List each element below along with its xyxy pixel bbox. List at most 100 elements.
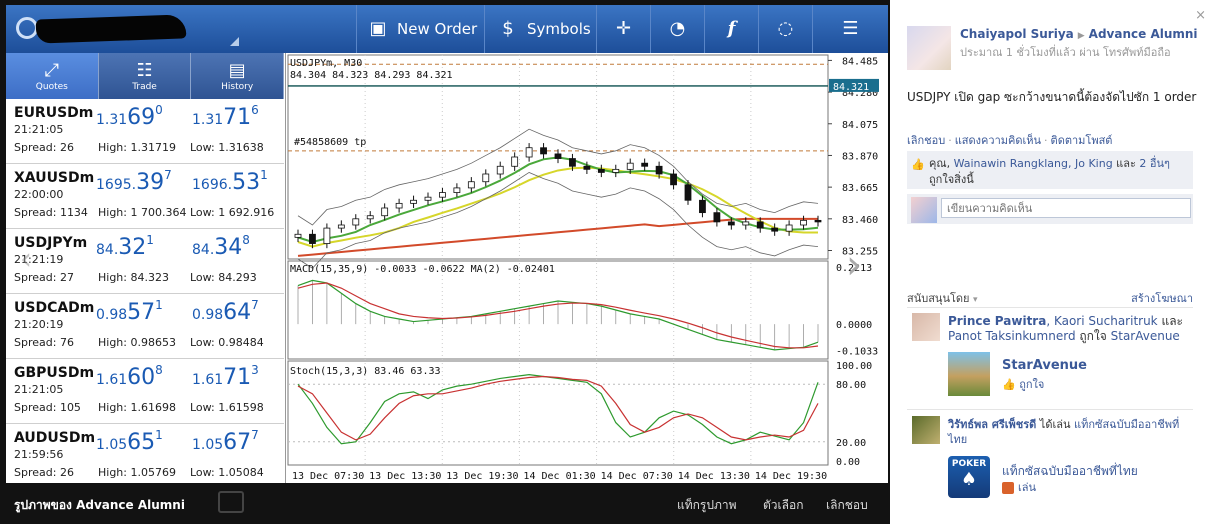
chart-type-button[interactable]: ◔ bbox=[650, 5, 704, 53]
likes-names[interactable]: Wainawin Rangklang, Jo King bbox=[953, 157, 1113, 170]
quote-symbol: EURUSDm bbox=[14, 105, 94, 121]
post-timestamp[interactable]: ประมาณ 1 ชั่วโมงที่แล้ว ผ่าน โทรศัพท์มือ… bbox=[960, 46, 1171, 59]
staravenue-image[interactable] bbox=[948, 352, 990, 396]
ask-pips: 53 bbox=[232, 170, 261, 195]
poster-name-link[interactable]: Chaiyapol Suriya bbox=[960, 27, 1074, 41]
quote-row[interactable]: USDCADm 21:20:19 Spread: 76 0.98571 0.98647 H… bbox=[6, 294, 284, 359]
bid-fraction: 7 bbox=[164, 168, 172, 182]
quote-symbol: USDCADm bbox=[14, 300, 95, 316]
price-tick-label: 83.460 bbox=[842, 215, 878, 226]
poker-app-image[interactable]: POKER ♠ bbox=[948, 456, 990, 498]
tab-history[interactable]: ▤ History bbox=[191, 53, 285, 99]
quote-spread: Spread: 27 bbox=[14, 271, 74, 284]
new-order-button[interactable]: ▣ New Order bbox=[356, 5, 484, 53]
quote-symbol: XAUUSDm bbox=[14, 170, 95, 186]
pie-icon: ◔ bbox=[669, 18, 686, 39]
macd-tick-label: 0.0000 bbox=[836, 320, 872, 331]
staravenue-title[interactable]: StarAvenue bbox=[1002, 358, 1087, 373]
candle-body bbox=[467, 181, 475, 189]
create-ad-link[interactable]: สร้างโฆษณา bbox=[1131, 292, 1193, 305]
photo-viewer: ▣ New Order $ Symbols ✛ ◔ f ◌ ☰ bbox=[6, 5, 888, 513]
sponsor-friend-2[interactable]: , Kaori Sucharitruk bbox=[1046, 314, 1158, 328]
quote-high: High: 1 700.364 bbox=[98, 206, 187, 219]
bid-fraction: 1 bbox=[155, 298, 163, 312]
chevron-down-icon[interactable]: ▾ bbox=[972, 295, 978, 305]
sponsor-friend-3[interactable]: Panot Taksinkumnerd bbox=[948, 329, 1076, 343]
unlike-link[interactable]: เลิกชอบ bbox=[826, 498, 868, 512]
bid-prefix: 1.61 bbox=[96, 372, 128, 388]
crosshair-button[interactable]: ✛ bbox=[596, 5, 650, 53]
activity-app-link[interactable]: แท็กซัสฉบับมืออาชีพที่ไทย bbox=[948, 418, 1180, 446]
quote-time: 21:20:19 bbox=[14, 318, 64, 331]
unlike-button[interactable]: เลิกชอบ bbox=[907, 134, 946, 147]
messages-button[interactable]: ◌ bbox=[758, 5, 812, 53]
price-tick-label: 84.280 bbox=[842, 88, 878, 99]
menu-button[interactable]: ☰ bbox=[812, 5, 888, 53]
quote-ask: 0.98647 bbox=[192, 298, 259, 325]
quote-bid: 1.61608 bbox=[96, 363, 163, 390]
ohlc-label: 84.304 84.323 84.293 84.321 bbox=[290, 70, 453, 81]
function-icon: f bbox=[727, 18, 736, 39]
stoch-tick-label: 80.00 bbox=[836, 380, 866, 391]
quote-spread: Spread: 1134 bbox=[14, 206, 88, 219]
bid-prefix: 1.31 bbox=[96, 112, 128, 128]
quote-row[interactable]: USDJPYm 21:21:19 Spread: 27 84.321 84.348 Hig… bbox=[6, 229, 284, 294]
tag-photo-link[interactable]: แท็กรูปภาพ bbox=[677, 498, 737, 512]
sponsor-page-link[interactable]: StarAvenue bbox=[1110, 329, 1180, 343]
pane-frame bbox=[287, 260, 829, 360]
quote-row[interactable]: EURUSDm 21:21:05 Spread: 26 1.31690 1.31716 H… bbox=[6, 99, 284, 164]
follow-post-button[interactable]: ติดตามโพสต์ bbox=[1050, 134, 1113, 147]
poster-avatar[interactable] bbox=[907, 26, 951, 70]
comment-sidebar: × Chaiyapol Suriya ▶ Advance Alumni ประมาณ… bbox=[890, 0, 1216, 524]
quote-ask: 1.31716 bbox=[192, 103, 259, 130]
ask-pips: 34 bbox=[214, 235, 243, 260]
quote-row[interactable]: AUDUSDm 21:59:56 Spread: 26 1.05651 1.05677 H… bbox=[6, 424, 284, 483]
candle-body bbox=[742, 221, 750, 226]
quote-row[interactable]: GBPUSDm 21:21:05 Spread: 105 1.61608 1.61713… bbox=[6, 359, 284, 424]
sponsor-friend-avatar[interactable] bbox=[912, 313, 940, 341]
stoch-tick-label: 100.00 bbox=[836, 361, 872, 372]
comment-button[interactable]: แสดงความคิดเห็น bbox=[954, 134, 1042, 147]
photo-caption[interactable]: รูปภาพของ Advance Alumni bbox=[14, 498, 185, 512]
candle-body bbox=[597, 168, 605, 173]
poker-play-label: เล่น bbox=[1018, 481, 1037, 494]
staravenue-like-button[interactable]: 👍 ถูกใจ bbox=[1002, 375, 1044, 393]
poker-app-title[interactable]: แท็กซัสฉบับมืออาชีพที่ไทย bbox=[1002, 464, 1138, 478]
ask-pips: 67 bbox=[223, 430, 252, 455]
options-link[interactable]: ตัวเลือก bbox=[763, 498, 804, 512]
account-selector[interactable] bbox=[16, 13, 239, 47]
tab-quotes[interactable]: ⤢ Quotes bbox=[6, 53, 99, 99]
activity-user-link[interactable]: วิรัทธ์พล ศรีเพ็ชรดี bbox=[948, 418, 1037, 431]
target-page-link[interactable]: Advance Alumni bbox=[1088, 27, 1198, 41]
activity-avatar[interactable] bbox=[912, 416, 940, 444]
cards-icon: ♠ bbox=[960, 469, 978, 490]
symbols-button[interactable]: $ Symbols bbox=[484, 5, 596, 53]
indicators-button[interactable]: f bbox=[704, 5, 758, 53]
candle-body bbox=[381, 207, 389, 217]
sponsor-social-text: Prince Pawitra, Kaori Sucharitruk และ Pa… bbox=[948, 314, 1188, 344]
tab-trade[interactable]: ☷ Trade bbox=[98, 53, 192, 99]
current-price-box bbox=[829, 78, 879, 92]
separator-dot: · bbox=[948, 134, 952, 147]
comment-input[interactable] bbox=[941, 198, 1191, 218]
close-icon[interactable]: × bbox=[1195, 8, 1206, 23]
quote-low: Low: 1.31638 bbox=[190, 141, 264, 154]
poker-play-button[interactable]: เล่น bbox=[1002, 478, 1036, 496]
likes-summary: 👍 คุณ, Wainawin Rangklang, Jo King และ 2… bbox=[907, 151, 1193, 189]
price-chart[interactable]: 84.485 84.280 84.075 83.870 83.665 83.460 83.2… bbox=[285, 53, 888, 483]
redacted-account-name bbox=[35, 14, 187, 44]
next-photo-icon[interactable]: › bbox=[846, 242, 862, 288]
history-icon: ▤ bbox=[228, 60, 246, 81]
price-tick-label: 84.485 bbox=[842, 56, 878, 67]
quote-low: Low: 1.61598 bbox=[190, 401, 264, 414]
likes-others-link[interactable]: 2 อื่นๆ bbox=[1139, 157, 1170, 170]
activity-text: วิรัทธ์พล ศรีเพ็ชรดี ได้เล่น แท็กซัสฉบับ… bbox=[948, 417, 1188, 447]
prev-photo-icon[interactable]: ‹ bbox=[20, 242, 32, 277]
quote-row[interactable]: XAUUSDm 22:00:00 Spread: 1134 1695.397 1696.… bbox=[6, 164, 284, 229]
poker-badge: POKER bbox=[951, 459, 987, 469]
stoch-label: Stoch(15,3,3) 83.46 63.33 bbox=[290, 366, 441, 377]
sponsor-friend-1[interactable]: Prince Pawitra bbox=[948, 314, 1047, 328]
candle-body bbox=[337, 224, 345, 229]
candle-body bbox=[670, 173, 677, 186]
viewer-avatar bbox=[911, 197, 937, 223]
